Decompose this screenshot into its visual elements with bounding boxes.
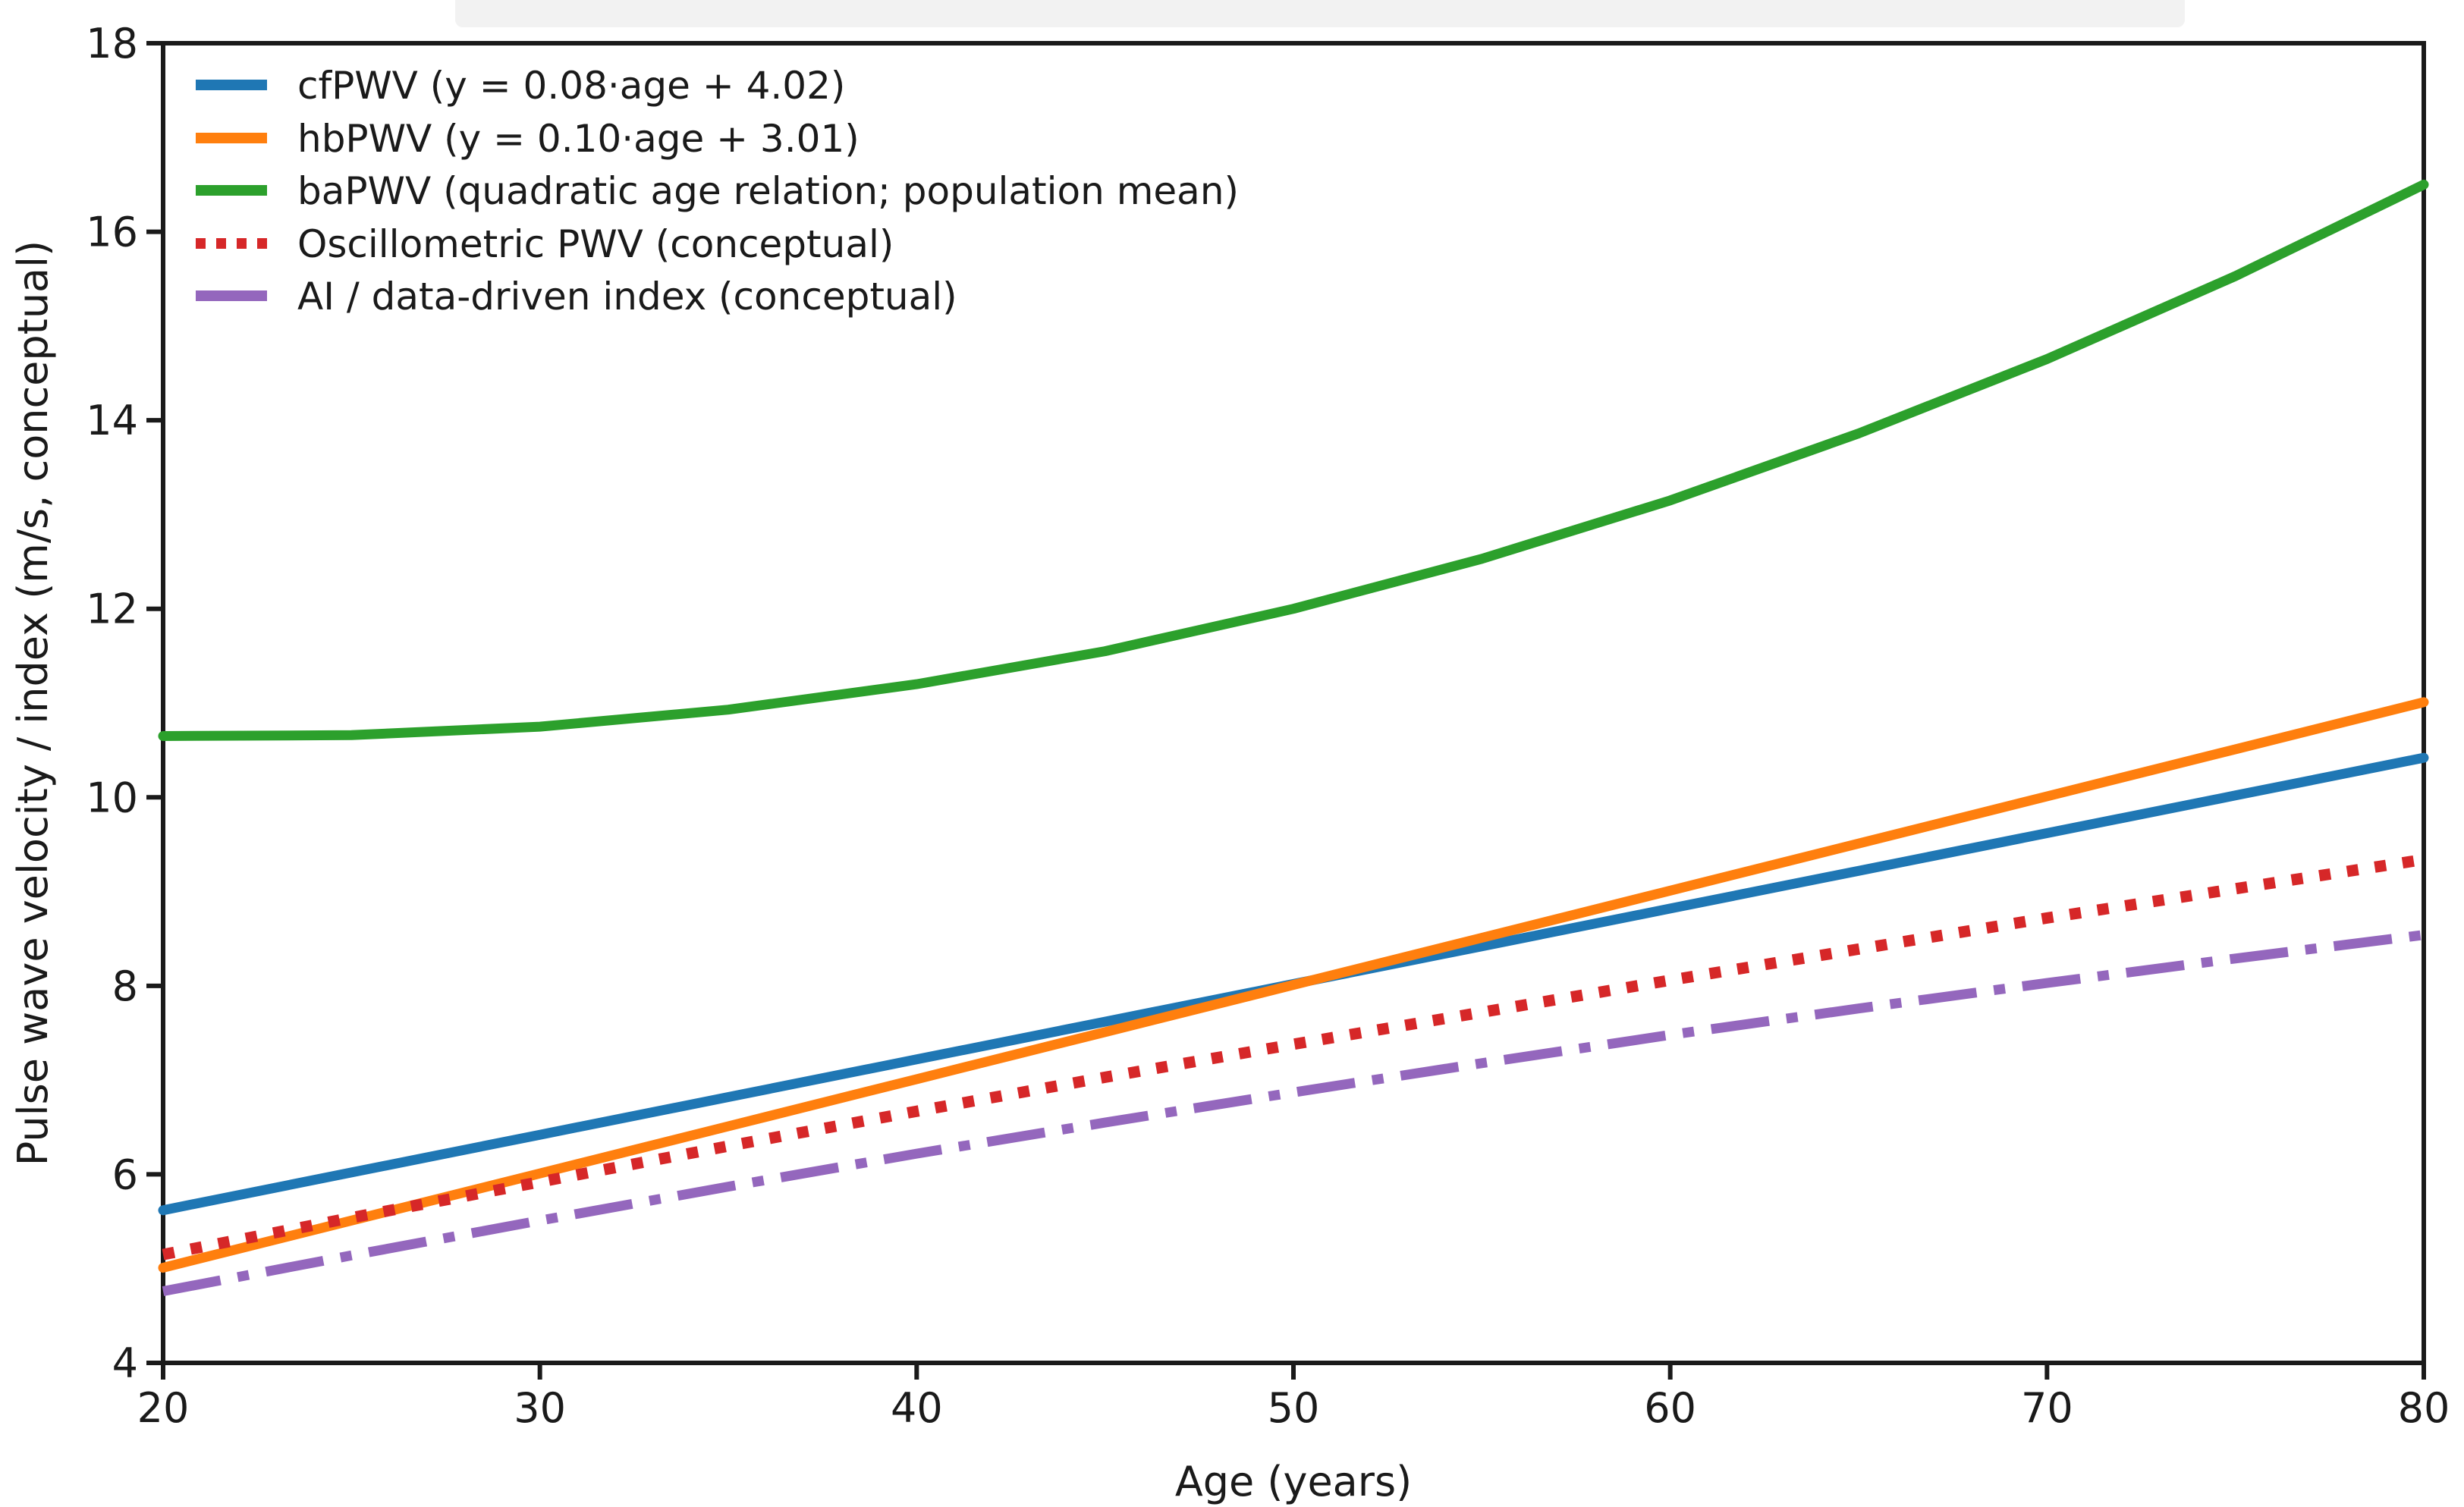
chart-legend: cfPWV (y = 0.08·age + 4.02) hbPWV (y = 0.… [196, 64, 1239, 319]
x-tick-label-80: 80 [2398, 1384, 2450, 1432]
x-tick-label-50: 50 [1268, 1384, 1320, 1432]
y-tick-label-4: 4 [112, 1339, 138, 1387]
y-tick-label-8: 8 [112, 962, 138, 1010]
x-tick-label-30: 30 [514, 1384, 566, 1432]
x-tick-label-60: 60 [1644, 1384, 1696, 1432]
series-line-2-bapwv [158, 179, 2429, 741]
legend-label-2: baPWV (quadratic age relation; populatio… [297, 169, 1239, 213]
legend-label-1: hbPWV (y = 0.10·age + 3.01) [297, 117, 860, 161]
legend-item-2: baPWV (quadratic age relation; populatio… [196, 169, 1239, 213]
axis-ticks: 20 30 40 50 60 70 80 4 6 8 10 12 14 16 18 [86, 20, 2450, 1432]
x-tick-label-70: 70 [2021, 1384, 2073, 1432]
x-axis-label: Age (years) [1175, 1458, 1412, 1505]
series-line-1-hbpwv [158, 697, 2429, 1273]
y-tick-label-6: 6 [112, 1151, 138, 1198]
cropped-title-artifact [455, 0, 2185, 27]
series-line-3-oscillometric [162, 853, 2425, 1261]
legend-label-0: cfPWV (y = 0.08·age + 4.02) [297, 64, 845, 108]
legend-item-4: AI / data-driven index (conceptual) [196, 275, 957, 319]
y-axis-label: Pulse wave velocity / index (m/s, concep… [9, 240, 57, 1166]
legend-label-4: AI / data-driven index (conceptual) [297, 275, 957, 319]
y-tick-label-14: 14 [86, 397, 138, 444]
legend-item-0: cfPWV (y = 0.08·age + 4.02) [196, 64, 845, 108]
legend-item-3: Oscillometric PWV (conceptual) [196, 222, 894, 266]
y-tick-label-18: 18 [86, 20, 138, 68]
x-tick-label-40: 40 [891, 1384, 943, 1432]
y-tick-label-10: 10 [86, 774, 138, 821]
chart-series [158, 179, 2429, 1296]
series-line-4-ai [162, 930, 2425, 1296]
x-tick-label-20: 20 [137, 1384, 190, 1432]
y-tick-label-12: 12 [86, 586, 138, 633]
legend-label-3: Oscillometric PWV (conceptual) [297, 222, 894, 266]
legend-item-1: hbPWV (y = 0.10·age + 3.01) [196, 117, 860, 161]
y-tick-label-16: 16 [86, 209, 138, 256]
